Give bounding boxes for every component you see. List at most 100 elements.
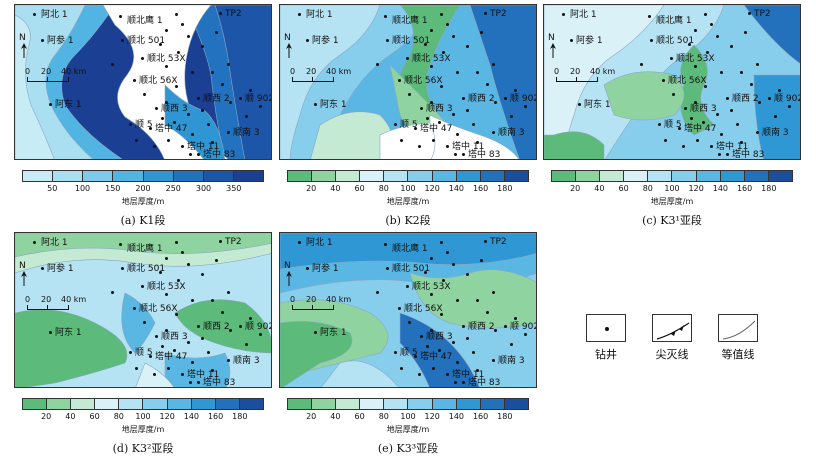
well-dot-c-32	[720, 133, 723, 136]
panel-a: 阿北 1 顺北鹰 1 阿参 1 顺北 501 顺北 53X 顺北 56X 顺西 2 顺西 3 阿…	[14, 4, 272, 230]
well-label-d: 塔中 83	[203, 378, 236, 388]
well-dot-d-38	[159, 271, 162, 274]
well-label-b: 塔中 47	[420, 124, 453, 134]
well-dot-e-26	[486, 311, 489, 314]
well-label-b: TP2	[490, 9, 507, 19]
well-dot-a-17	[181, 23, 184, 26]
legend-swatch-d-0	[23, 399, 48, 409]
well-label-b: 顺北 56X	[404, 76, 443, 86]
well-dot-b-37	[430, 29, 433, 32]
thickness-zone-e-7	[321, 360, 399, 387]
legend-tick-d-8: 180	[232, 412, 248, 421]
scale-bar-e: 0 20 40 km	[290, 295, 352, 313]
legend-swatch-d-5	[143, 399, 168, 409]
scale-bar-line-b	[292, 77, 334, 82]
legend-tick-a-4: 250	[165, 184, 181, 193]
well-dot-a-10	[149, 127, 152, 130]
well-dot-e-9	[394, 351, 397, 354]
well-dot-b-32	[456, 133, 459, 136]
well-label-d: 顺西 3	[161, 332, 188, 342]
north-arrow-icon-d	[21, 271, 27, 286]
well-label-c: TP2	[754, 9, 771, 19]
legend-swatch-b-7	[456, 171, 481, 181]
well-dot-a-38	[159, 43, 162, 46]
well-dot-b-0	[298, 13, 301, 16]
north-arrow-a: N	[19, 33, 29, 59]
legend-tick-a-5: 300	[195, 184, 212, 193]
well-dot-c-41	[664, 139, 667, 142]
well-dot-e-1	[384, 243, 387, 246]
legend-swatch-d-4	[119, 399, 144, 409]
legend-swatch-d-6	[167, 399, 192, 409]
well-label-e: 阿东 1	[320, 328, 347, 338]
well-dot-b-19	[442, 51, 445, 54]
well-dot-d-12	[181, 373, 184, 376]
thickness-zone-c-6	[603, 71, 685, 121]
well-dot-c-12	[710, 145, 713, 148]
well-label-e: 顺北 501	[392, 264, 431, 274]
well-dot-b-9	[394, 123, 397, 126]
well-dot-e-7	[420, 335, 423, 338]
well-dot-e-16	[440, 241, 443, 244]
legend-tick-c-5: 120	[688, 184, 704, 193]
legend-swatch-b-8	[480, 171, 505, 181]
well-dot-c-15	[768, 97, 771, 100]
legend-swatch-b-3	[360, 171, 385, 181]
well-dot-b-35	[408, 93, 411, 96]
legend-swatch-e-7	[456, 399, 481, 409]
well-label-c: 顺 5	[664, 120, 682, 130]
well-dot-d-6	[197, 325, 200, 328]
well-dot-c-11	[756, 131, 759, 134]
legend-swatch-b-2	[336, 171, 361, 181]
thickness-map-b	[280, 5, 536, 159]
legend-tick-c-0: 20	[570, 184, 581, 193]
scale-label-c-1: 20	[570, 67, 581, 76]
well-dot-e-46	[426, 345, 429, 348]
thickness-map-d	[15, 233, 271, 387]
well-dot-c-19	[706, 51, 709, 54]
well-dot-a-31	[167, 139, 170, 142]
thickness-map-a	[15, 5, 271, 159]
pinchout-line-icon	[656, 322, 690, 340]
legend-tick-c-4: 100	[664, 184, 680, 193]
well-dot-a-9	[129, 123, 132, 126]
well-dot-c-23	[694, 101, 697, 104]
legend-swatch-c-3	[624, 171, 649, 181]
well-dot-e-40	[480, 259, 483, 262]
well-dot-a-33	[211, 141, 214, 144]
well-dot-c-28	[778, 89, 781, 92]
well-dot-a-22	[175, 85, 178, 88]
well-dot-c-30	[730, 109, 733, 112]
legend-tick-a-0: 50	[47, 184, 58, 193]
legend-unit-c: 地层厚度/m	[650, 197, 694, 206]
well-dot-c-39	[730, 45, 733, 48]
well-dot-e-17	[446, 251, 449, 254]
well-label-a: TP2	[225, 9, 242, 19]
well-dot-b-2	[306, 39, 309, 42]
legend-swatch-e-9	[504, 399, 528, 409]
thickness-zone-d-6	[164, 352, 231, 387]
legend-swatch-e-3	[360, 399, 385, 409]
legend-swatch-e-8	[480, 399, 505, 409]
well-dot-b-47	[492, 63, 495, 66]
map-b: 阿北 1 顺北鹰 1 阿参 1 顺北 501 顺北 53X 顺北 56X 顺西 2 顺西 3 阿…	[279, 4, 537, 160]
key-box-contour	[718, 314, 758, 342]
well-label-a: 顺北 56X	[139, 76, 178, 86]
well-label-e: 顺北 56X	[404, 304, 443, 314]
well-label-a: 顺北鹰 1	[127, 16, 163, 26]
well-dot-e-35	[408, 321, 411, 324]
scale-bar-line-d	[27, 305, 69, 310]
legend-tick-a-6: 350	[226, 184, 242, 193]
scale-label-c-2: 40 km	[590, 67, 616, 76]
well-dot-d-33	[211, 369, 214, 372]
well-dot-a-1	[119, 15, 122, 18]
legend-unit-a: 地层厚度/m	[121, 197, 165, 206]
well-dot-b-18	[452, 35, 455, 38]
well-dot-d-41	[135, 367, 138, 370]
thickness-zone-c-4	[753, 74, 800, 159]
well-label-c: 阿北 1	[570, 10, 597, 20]
well-dot-a-47	[227, 63, 230, 66]
scale-label-a-0: 0	[25, 67, 31, 76]
scale-tick-d	[47, 305, 48, 309]
well-dot-d-16	[175, 241, 178, 244]
